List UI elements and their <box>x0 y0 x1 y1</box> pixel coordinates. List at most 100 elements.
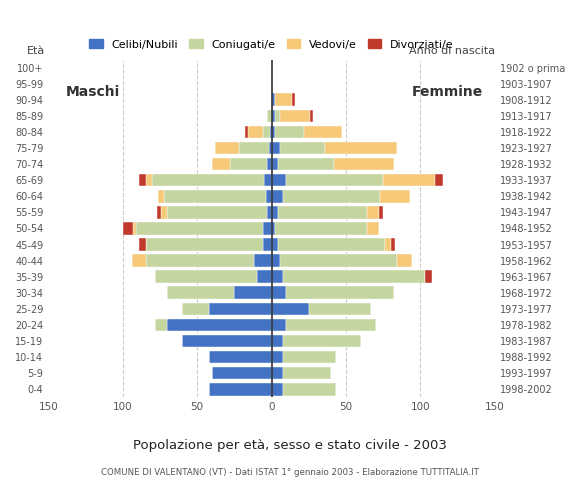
Bar <box>209 302 271 315</box>
Bar <box>271 142 281 154</box>
Bar <box>271 270 284 283</box>
Bar <box>277 158 334 170</box>
Bar <box>425 270 432 283</box>
Bar <box>385 238 391 251</box>
Bar <box>271 190 284 203</box>
Bar <box>379 206 383 218</box>
Bar <box>271 238 277 251</box>
Legend: Celibi/Nubili, Coniugati/e, Vedovi/e, Divorziati/e: Celibi/Nubili, Coniugati/e, Vedovi/e, Di… <box>85 35 458 54</box>
Bar <box>263 238 271 251</box>
Bar <box>380 190 410 203</box>
Bar <box>277 206 367 218</box>
Bar <box>397 254 412 267</box>
Bar <box>267 158 271 170</box>
Bar <box>281 142 325 154</box>
Bar <box>271 367 284 380</box>
Bar <box>391 238 395 251</box>
Bar <box>182 335 271 348</box>
Bar <box>284 190 380 203</box>
Bar <box>209 351 271 363</box>
Bar <box>271 109 274 122</box>
Bar <box>284 367 331 380</box>
Bar <box>325 142 397 154</box>
Bar <box>234 287 271 299</box>
Bar <box>264 174 271 186</box>
Bar <box>147 238 263 251</box>
Bar <box>168 206 267 218</box>
Bar <box>157 206 161 218</box>
Bar <box>292 94 295 106</box>
Bar <box>123 222 133 235</box>
Bar <box>212 158 230 170</box>
Bar <box>287 174 383 186</box>
Bar <box>271 94 274 106</box>
Bar <box>263 222 271 235</box>
Bar <box>253 254 271 267</box>
Bar <box>287 319 376 331</box>
Bar <box>274 222 367 235</box>
Bar <box>267 109 271 122</box>
Bar <box>284 270 425 283</box>
Bar <box>147 174 153 186</box>
Bar <box>168 319 271 331</box>
Bar <box>383 174 436 186</box>
Bar <box>271 126 274 138</box>
Bar <box>271 383 284 396</box>
Bar <box>271 287 287 299</box>
Bar <box>270 126 271 138</box>
Bar <box>153 174 264 186</box>
Bar <box>277 238 385 251</box>
Bar <box>274 109 281 122</box>
Text: COMUNE DI VALENTANO (VT) - Dati ISTAT 1° gennaio 2003 - Elaborazione TUTTITALIA.: COMUNE DI VALENTANO (VT) - Dati ISTAT 1°… <box>101 468 479 477</box>
Bar <box>139 238 147 251</box>
Bar <box>287 287 394 299</box>
Bar <box>274 94 292 106</box>
Text: Popolazione per età, sesso e stato civile - 2003: Popolazione per età, sesso e stato civil… <box>133 439 447 452</box>
Text: Età: Età <box>27 46 45 56</box>
Bar <box>367 206 379 218</box>
Bar <box>271 174 287 186</box>
Bar <box>271 319 287 331</box>
Bar <box>147 254 253 267</box>
Text: Femmine: Femmine <box>412 85 483 99</box>
Bar <box>269 142 271 154</box>
Bar <box>230 158 267 170</box>
Bar <box>309 302 371 315</box>
Bar <box>182 302 209 315</box>
Bar <box>267 206 271 218</box>
Bar <box>281 109 310 122</box>
Bar <box>133 222 136 235</box>
Text: Maschi: Maschi <box>66 85 120 99</box>
Bar <box>209 383 271 396</box>
Bar <box>284 383 336 396</box>
Bar <box>239 142 269 154</box>
Bar <box>168 287 234 299</box>
Bar <box>155 270 257 283</box>
Bar <box>136 222 263 235</box>
Bar <box>212 367 271 380</box>
Bar <box>281 254 397 267</box>
Bar <box>215 142 239 154</box>
Bar <box>367 222 379 235</box>
Text: Anno di nascita: Anno di nascita <box>409 46 495 56</box>
Bar <box>334 158 394 170</box>
Bar <box>266 190 271 203</box>
Bar <box>284 351 336 363</box>
Bar <box>271 254 281 267</box>
Bar <box>274 126 304 138</box>
Bar <box>245 126 248 138</box>
Bar <box>271 302 309 315</box>
Bar <box>257 270 271 283</box>
Bar <box>248 126 263 138</box>
Bar <box>271 335 284 348</box>
Bar <box>158 190 164 203</box>
Bar <box>271 158 277 170</box>
Bar <box>304 126 342 138</box>
Bar <box>284 335 361 348</box>
Bar <box>271 206 277 218</box>
Bar <box>164 190 266 203</box>
Bar <box>132 254 147 267</box>
Bar <box>310 109 313 122</box>
Bar <box>271 351 284 363</box>
Bar <box>161 206 168 218</box>
